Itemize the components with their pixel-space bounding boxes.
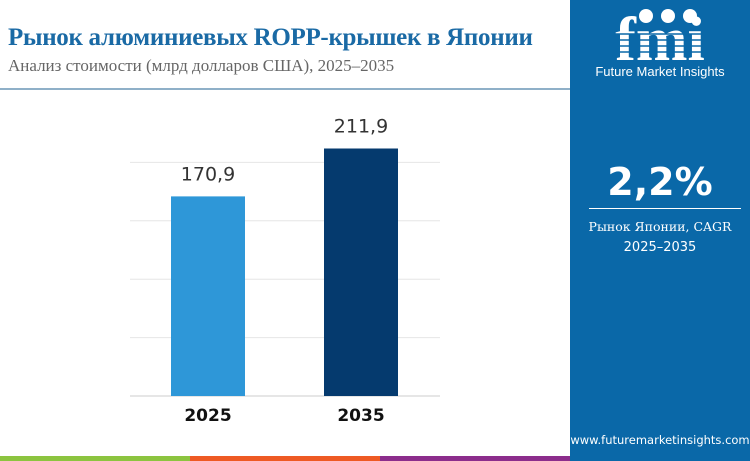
sidebar-panel [570, 0, 750, 461]
cagr-divider [589, 208, 741, 209]
bar-2025 [171, 196, 245, 396]
data-label-2025: 170,9 [181, 163, 235, 185]
page-title: Рынок алюминиевых ROPP-крышек в Японии [8, 24, 533, 51]
fmi-logo: fmi [598, 8, 722, 64]
bar-chart: 170,9 2025 211,9 2035 [130, 116, 440, 426]
cagr-value: 2,2% [607, 160, 713, 204]
website-link[interactable]: www.futuremarketinsights.com [570, 433, 750, 447]
footer-strip-purple [380, 456, 570, 461]
data-label-2035: 211,9 [334, 116, 388, 138]
brand-name: Future Market Insights [595, 64, 725, 79]
x-tick-label-2025: 2025 [184, 406, 231, 426]
bar-2035 [324, 148, 398, 396]
page-subtitle: Анализ стоимости (млрд долларов США), 20… [8, 56, 395, 75]
footer-strip-green [0, 456, 190, 461]
footer-strip-orange [190, 456, 380, 461]
x-tick-label-2035: 2035 [337, 406, 384, 426]
cagr-label: Рынок Японии, CAGR [588, 219, 732, 234]
cagr-years: 2025–2035 [623, 240, 697, 255]
header-divider [0, 88, 570, 90]
